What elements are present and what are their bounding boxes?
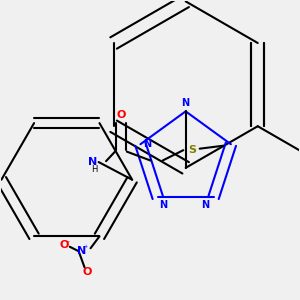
Text: O: O [83,267,92,277]
Text: N: N [159,200,167,210]
Text: N: N [143,139,152,149]
Text: N: N [182,98,190,108]
Text: $^+$: $^+$ [82,245,88,251]
Text: N: N [77,246,86,256]
Text: H: H [91,165,97,174]
Text: $^-$: $^-$ [64,239,70,245]
Text: N: N [201,200,209,210]
Text: O: O [116,110,126,120]
Text: S: S [188,145,196,155]
Text: N: N [88,157,97,167]
Text: O: O [59,240,68,250]
